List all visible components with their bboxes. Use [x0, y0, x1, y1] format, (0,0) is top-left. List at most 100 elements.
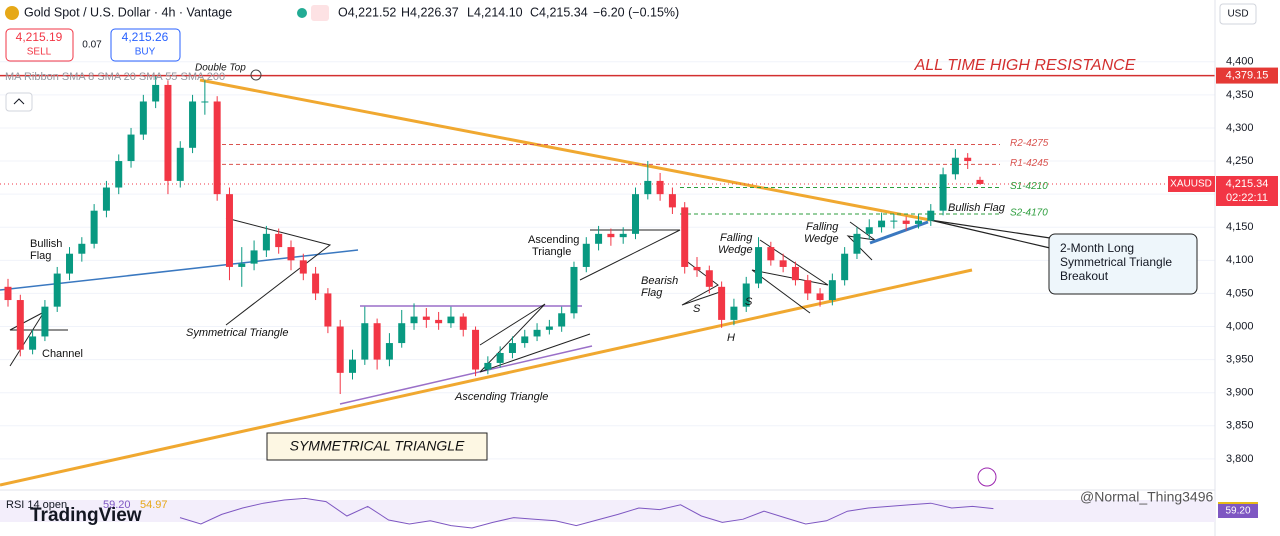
annotation: Bullish Flag: [948, 202, 1006, 214]
annotation: Wedge: [804, 233, 839, 245]
candle-body: [570, 266, 578, 314]
candle-body: [422, 316, 430, 320]
candle-body: [29, 336, 37, 350]
pattern-line: [751, 239, 829, 314]
candle-body: [496, 352, 504, 363]
spread: 0.07: [82, 40, 102, 51]
y-tick-label: 3,900: [1226, 387, 1254, 399]
trendline: [199, 78, 931, 222]
annotation: Wedge: [718, 244, 753, 256]
candle-body: [951, 157, 959, 175]
y-tick-label: 3,850: [1226, 420, 1254, 432]
candle-body: [361, 323, 369, 360]
candle-body: [459, 316, 467, 330]
rsi-pane: [179, 497, 994, 529]
symbol-tag-text: XAUUSD: [1170, 179, 1212, 190]
candle-body: [373, 323, 381, 360]
candle-body: [213, 101, 221, 195]
y-tick-label: 4,050: [1226, 287, 1254, 299]
candle-body: [201, 101, 209, 103]
y-tick-label: 4,150: [1226, 221, 1254, 233]
price-axis: [1215, 0, 1280, 536]
annotation: 2-Month Long: [1060, 241, 1134, 255]
candle-body: [828, 280, 836, 301]
candle-body: [804, 280, 812, 294]
candle-body: [299, 260, 307, 274]
candle-body: [90, 210, 98, 244]
y-tick-label: 4,000: [1226, 320, 1254, 332]
annotation: Triangle: [532, 246, 571, 258]
annotation: S: [693, 303, 701, 315]
candle-body: [693, 266, 701, 271]
pattern-line: [9, 310, 68, 367]
y-tick-label: 4,400: [1226, 56, 1254, 68]
label-box: [266, 432, 488, 461]
rsi-label: RSI 14 open: [6, 499, 67, 511]
levels: R2-4275 R1-4245 S1-4210 S2-4170: [0, 74, 1215, 219]
level-label: R1-4245: [1010, 158, 1049, 169]
candle-body: [176, 147, 184, 181]
callout-pointer: [929, 219, 1051, 249]
alert-icon[interactable]: [977, 467, 997, 487]
last-price-tag-text: 4,215.34: [1226, 178, 1269, 190]
change: −6.20 (−0.15%): [593, 5, 679, 19]
buy-button[interactable]: [110, 28, 181, 62]
candle-body: [521, 336, 529, 344]
candle-body: [225, 194, 233, 267]
annotation: Bullish: [30, 238, 62, 250]
sell-price: 4,215.19: [16, 30, 63, 44]
annotation: S: [745, 296, 753, 308]
y-tick-label: 4,300: [1226, 122, 1254, 134]
candle-body: [349, 359, 357, 373]
candle-body: [164, 84, 172, 181]
candle-body: [78, 243, 86, 254]
collapse-button[interactable]: [5, 92, 33, 112]
currency-button[interactable]: [1219, 3, 1257, 25]
candle-body: [41, 306, 49, 337]
annotation: H: [727, 332, 735, 344]
candle-body: [4, 286, 12, 301]
annotation: Bearish: [641, 275, 678, 287]
logo: TradingView: [30, 505, 142, 526]
callout-box: [1048, 233, 1198, 295]
candle-body: [718, 286, 726, 320]
annotation: ALL TIME HIGH RESISTANCE: [914, 57, 1136, 74]
candle-body: [914, 220, 922, 224]
annotation: Breakout: [1060, 269, 1109, 283]
pattern-line: [579, 229, 681, 281]
candle-body: [927, 210, 935, 221]
annotation: Falling: [720, 232, 753, 244]
y-tick-label: 4,350: [1226, 89, 1254, 101]
ohlc-low: L4,214.10: [467, 5, 523, 19]
y-tick-label: 4,250: [1226, 155, 1254, 167]
trendline: [0, 268, 973, 487]
annotation: Flag: [641, 287, 663, 299]
candle-body: [619, 233, 627, 238]
annotation: Double Top: [195, 63, 246, 74]
buy-price: 4,215.26: [122, 30, 169, 44]
candle-body: [102, 187, 110, 211]
candle-body: [964, 157, 972, 162]
indicator-legend: MA Ribbon SMA 8 SMA 20 SMA 55 SMA 200: [5, 71, 225, 83]
candle-body: [816, 293, 824, 301]
candle-body: [631, 194, 639, 234]
candle-body: [324, 293, 332, 327]
candle-body: [791, 266, 799, 281]
candle-body: [127, 134, 135, 162]
candle-body: [115, 161, 123, 188]
sell-button[interactable]: [5, 28, 74, 62]
symbol-title: Gold Spot / U.S. Dollar · 4h · Vantage: [24, 5, 232, 19]
candle-body: [976, 179, 984, 184]
candles: [4, 76, 984, 395]
candle-body: [730, 306, 738, 320]
candle-body: [262, 233, 270, 251]
level-label: S1-4210: [1010, 181, 1048, 192]
candle-body: [878, 220, 886, 228]
ohlc-close: C4,215.34: [530, 5, 588, 19]
candle-body: [853, 233, 861, 254]
candle-body: [447, 316, 455, 324]
header: Gold Spot / U.S. Dollar · 4h · Vantage O…: [5, 5, 679, 112]
candle-body: [705, 270, 713, 287]
ohlc-high: H4,226.37: [401, 5, 459, 19]
